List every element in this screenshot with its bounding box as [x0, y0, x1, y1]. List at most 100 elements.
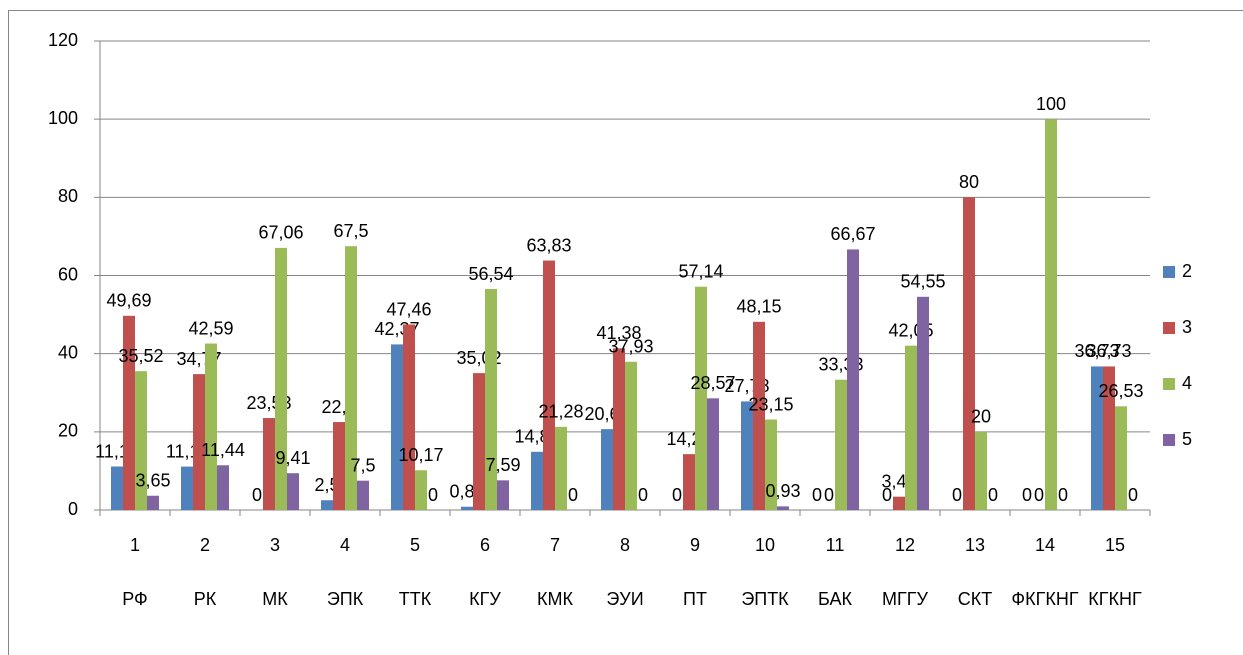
- bar: [917, 296, 929, 510]
- y-tick-label: 20: [58, 421, 78, 441]
- data-label: 0: [252, 485, 262, 505]
- data-label: 48,15: [736, 297, 781, 317]
- data-label: 0: [428, 485, 438, 505]
- bar: [1115, 406, 1127, 510]
- data-label: 0: [1058, 485, 1068, 505]
- legend-swatch: [1163, 434, 1175, 446]
- data-label: 0: [952, 485, 962, 505]
- bar: [601, 429, 613, 510]
- data-label: 0: [988, 485, 998, 505]
- x-tick-label: 5: [410, 535, 420, 555]
- x-tick-label: 7: [550, 535, 560, 555]
- bar: [905, 345, 917, 510]
- data-label: 56,54: [468, 264, 513, 284]
- x-tick-label: 11: [826, 535, 845, 555]
- bar: [205, 343, 217, 510]
- bar: [217, 465, 229, 510]
- y-tick-label: 60: [58, 264, 78, 284]
- data-label: 54,55: [900, 272, 945, 292]
- x-category-name: ЭПТК: [741, 589, 789, 609]
- x-category-name: ФКГКНГ: [1011, 589, 1078, 609]
- data-label: 11,44: [201, 440, 245, 460]
- x-category-name: ЭУИ: [606, 589, 643, 609]
- y-tick-label: 120: [48, 30, 78, 50]
- bar: [753, 321, 765, 510]
- bar: [111, 466, 123, 510]
- data-label: 0: [824, 485, 834, 505]
- x-category-name: РФ: [122, 589, 148, 609]
- data-label: 67,5: [333, 221, 368, 241]
- data-label: 47,46: [386, 299, 431, 319]
- bar: [123, 315, 135, 510]
- bar: [835, 379, 847, 510]
- data-label: 0: [568, 485, 578, 505]
- x-category-name: РК: [194, 589, 217, 609]
- bar: [345, 246, 357, 510]
- y-tick-label: 100: [48, 108, 78, 128]
- bar: [963, 197, 975, 511]
- data-label: 10,17: [398, 445, 443, 465]
- bar: [391, 344, 403, 510]
- x-category-name: БАК: [818, 589, 852, 609]
- bar: [403, 324, 415, 510]
- data-label: 21,28: [538, 402, 583, 422]
- bar: [357, 480, 369, 510]
- data-label: 57,14: [678, 261, 723, 281]
- bar: [333, 422, 345, 510]
- bar: [193, 374, 205, 510]
- data-label: 7,59: [485, 455, 520, 475]
- bar: [613, 348, 625, 510]
- data-label: 0: [638, 485, 648, 505]
- data-label: 0: [1022, 485, 1032, 505]
- data-label: 0: [812, 485, 822, 505]
- bar: [321, 500, 333, 510]
- data-label: 20: [971, 407, 991, 427]
- data-label: 37,93: [608, 337, 653, 357]
- data-label: 35,52: [118, 346, 163, 366]
- data-label: 0,93: [765, 481, 800, 501]
- data-label: 28,57: [690, 373, 735, 393]
- data-label: 63,83: [526, 235, 571, 255]
- legend-label: 3: [1182, 317, 1192, 337]
- data-label: 49,69: [106, 291, 151, 311]
- data-label: 42,59: [188, 318, 233, 338]
- legend-label: 4: [1182, 373, 1192, 393]
- data-label: 66,67: [830, 224, 875, 244]
- legend-swatch: [1163, 378, 1175, 390]
- bar: [695, 286, 707, 510]
- x-category-name: КГУ: [469, 589, 501, 609]
- bar: [683, 454, 695, 510]
- x-tick-label: 3: [270, 535, 280, 555]
- data-label: 67,06: [258, 223, 303, 243]
- x-category-name: ПТ: [683, 589, 707, 609]
- data-label: 0: [1034, 485, 1044, 505]
- y-tick-label: 0: [68, 499, 78, 519]
- data-label: 41,38: [596, 323, 641, 343]
- bar: [485, 289, 497, 510]
- bar: [1103, 366, 1115, 510]
- bar: [625, 361, 637, 510]
- bar: [263, 418, 275, 510]
- bar: [543, 260, 555, 510]
- y-tick-label: 80: [58, 186, 78, 206]
- bar: [765, 419, 777, 510]
- data-label: 26,53: [1098, 381, 1143, 401]
- x-tick-label: 2: [200, 535, 210, 555]
- x-tick-label: 15: [1105, 535, 1125, 555]
- data-label: 0: [1128, 485, 1138, 505]
- bar: [497, 480, 509, 510]
- x-tick-label: 6: [480, 535, 490, 555]
- chart-frame: [8, 10, 1243, 655]
- x-tick-label: 12: [895, 535, 915, 555]
- legend-swatch: [1163, 322, 1175, 334]
- x-tick-label: 10: [755, 535, 775, 555]
- data-label: 9,41: [275, 448, 310, 468]
- bar: [975, 431, 987, 510]
- data-label: 36,73: [1086, 341, 1131, 361]
- bar: [893, 496, 905, 510]
- x-category-name: ТТК: [399, 589, 432, 609]
- x-tick-label: 8: [620, 535, 630, 555]
- x-category-name: МК: [262, 589, 288, 609]
- data-label: 3,65: [135, 470, 170, 490]
- data-label: 0: [672, 485, 682, 505]
